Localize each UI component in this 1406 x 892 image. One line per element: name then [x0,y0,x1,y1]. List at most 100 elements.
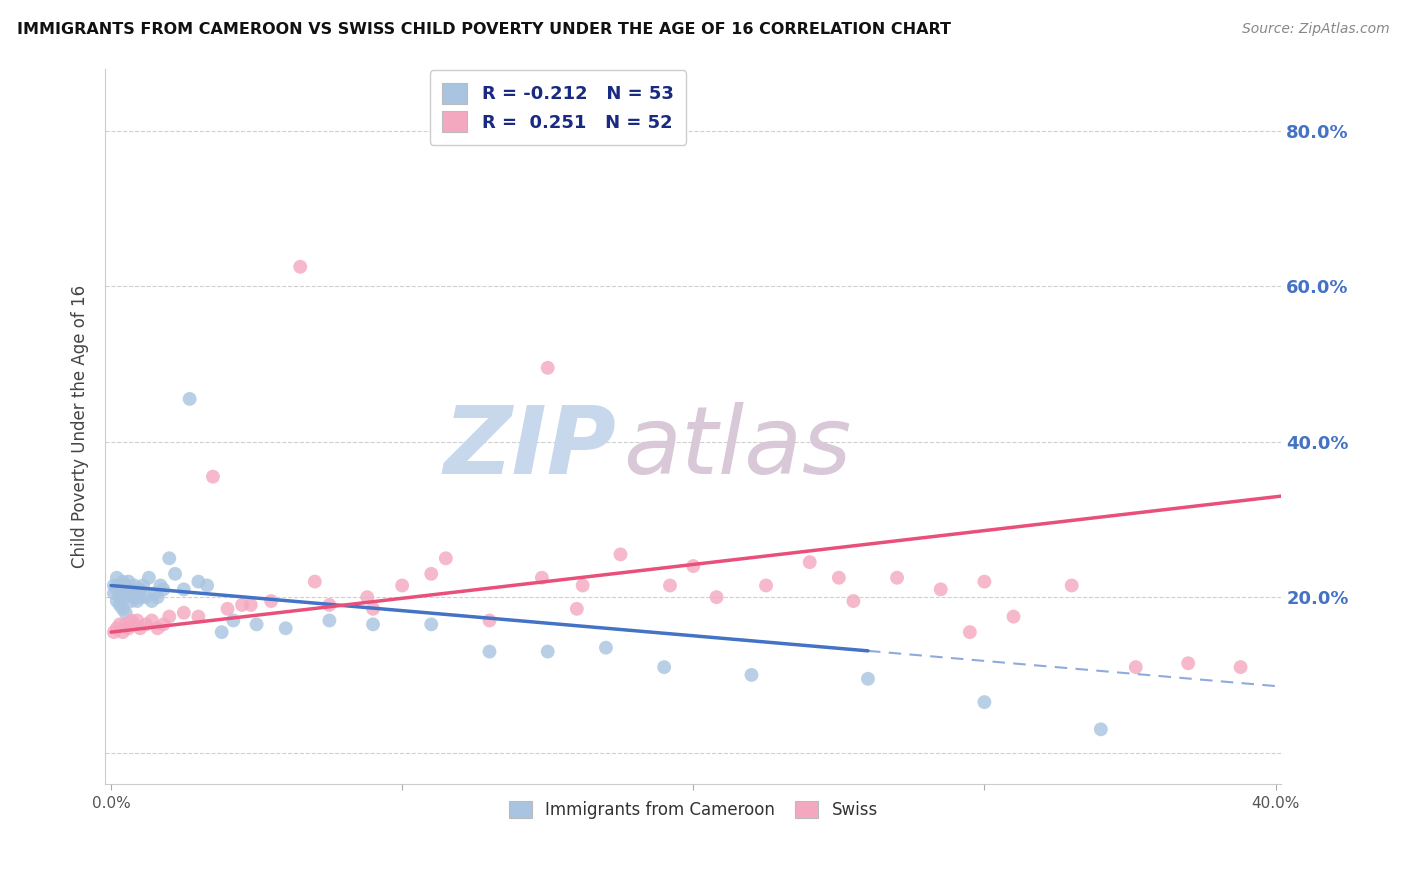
Point [565,602,588,616]
Point [114,617,136,632]
Point [114,590,136,604]
Point [217,602,239,616]
Point [1125,660,1147,674]
Point [124,578,146,592]
Point [146,621,169,635]
Point [135,590,157,604]
Point [361,617,384,632]
Point [187,609,209,624]
Point [260,594,283,608]
Point [609,548,631,562]
Y-axis label: Child Poverty Under the Age of 16: Child Poverty Under the Age of 16 [72,285,89,567]
Point [973,574,995,589]
Point [111,586,134,600]
Point [222,614,245,628]
Point [959,625,981,640]
Point [165,566,187,581]
Point [434,551,457,566]
Point [659,578,682,592]
Point [231,598,253,612]
Point [318,598,340,612]
Point [114,606,136,620]
Point [108,617,131,632]
Point [105,582,128,597]
Point [157,609,180,624]
Point [1060,578,1083,592]
Point [929,582,952,597]
Point [138,571,160,585]
Point [420,617,443,632]
Point [173,582,195,597]
Point [211,625,233,640]
Point [652,660,675,674]
Point [120,582,142,597]
Point [201,469,224,483]
Point [828,571,851,585]
Point [103,586,125,600]
Point [179,392,201,406]
Point [856,672,879,686]
Point [108,590,131,604]
Point [420,566,443,581]
Point [111,574,134,589]
Point [149,578,172,592]
Point [103,625,125,640]
Point [135,617,157,632]
Point [105,571,128,585]
Point [530,571,553,585]
Point [108,598,131,612]
Point [682,559,704,574]
Point [127,582,149,597]
Point [152,582,174,597]
Point [141,594,163,608]
Point [478,614,501,628]
Point [108,578,131,592]
Point [245,617,267,632]
Point [740,668,762,682]
Point [1002,609,1025,624]
Point [706,590,728,604]
Point [361,602,384,616]
Point [105,594,128,608]
Text: IMMIGRANTS FROM CAMEROON VS SWISS CHILD POVERTY UNDER THE AGE OF 16 CORRELATION : IMMIGRANTS FROM CAMEROON VS SWISS CHILD … [17,22,950,37]
Point [195,578,218,592]
Point [595,640,617,655]
Point [103,578,125,592]
Point [129,621,152,635]
Point [127,594,149,608]
Point [111,602,134,616]
Point [157,551,180,566]
Point [117,586,139,600]
Point [187,574,209,589]
Point [304,574,326,589]
Point [239,598,262,612]
Text: Source: ZipAtlas.com: Source: ZipAtlas.com [1241,22,1389,37]
Point [105,621,128,635]
Point [129,590,152,604]
Point [356,590,378,604]
Point [129,582,152,597]
Text: ZIP: ZIP [444,401,617,493]
Point [124,617,146,632]
Point [537,644,560,658]
Point [886,571,908,585]
Point [290,260,312,274]
Point [1090,723,1112,737]
Text: atlas: atlas [623,402,851,493]
Point [274,621,297,635]
Point [120,614,142,628]
Point [1229,660,1251,674]
Point [318,614,340,628]
Point [117,574,139,589]
Point [537,360,560,375]
Point [146,590,169,604]
Point [973,695,995,709]
Point [117,621,139,635]
Point [1177,657,1199,671]
Point [755,578,778,592]
Point [391,578,413,592]
Legend: Immigrants from Cameroon, Swiss: Immigrants from Cameroon, Swiss [502,794,884,825]
Point [173,606,195,620]
Point [152,617,174,632]
Point [120,594,142,608]
